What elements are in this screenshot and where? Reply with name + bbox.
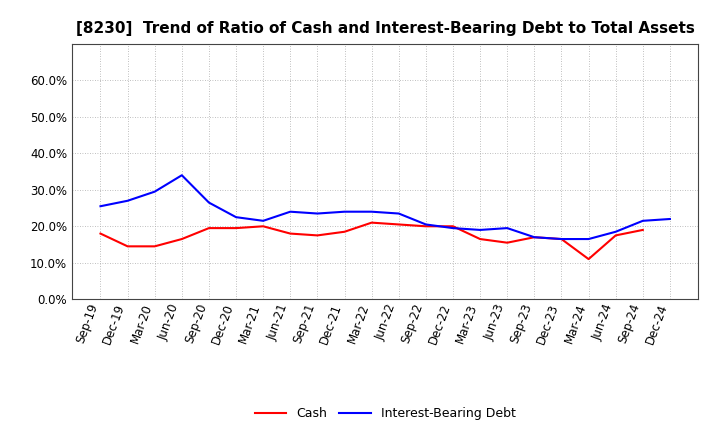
Cash [204,225,213,231]
Title: [8230]  Trend of Ratio of Cash and Interest-Bearing Debt to Total Assets: [8230] Trend of Ratio of Cash and Intere… [76,21,695,36]
Interest-Bearing Debt [286,209,294,214]
Cash [421,224,430,229]
Cash [557,236,566,242]
Cash [232,225,240,231]
Interest-Bearing Debt [178,172,186,178]
Interest-Bearing Debt [665,216,674,222]
Interest-Bearing Debt [259,218,268,224]
Interest-Bearing Debt [123,198,132,203]
Cash [611,233,620,238]
Interest-Bearing Debt [204,200,213,205]
Cash [259,224,268,229]
Cash [123,244,132,249]
Cash [639,227,647,233]
Interest-Bearing Debt [557,236,566,242]
Interest-Bearing Debt [449,225,457,231]
Cash [367,220,376,225]
Cash [584,257,593,262]
Cash [96,231,105,236]
Cash [476,236,485,242]
Interest-Bearing Debt [611,229,620,235]
Interest-Bearing Debt [584,236,593,242]
Interest-Bearing Debt [395,211,403,216]
Cash [150,244,159,249]
Interest-Bearing Debt [421,222,430,227]
Cash [503,240,511,246]
Interest-Bearing Debt [530,235,539,240]
Interest-Bearing Debt [313,211,322,216]
Interest-Bearing Debt [503,225,511,231]
Cash [286,231,294,236]
Interest-Bearing Debt [341,209,349,214]
Interest-Bearing Debt [150,189,159,194]
Interest-Bearing Debt [476,227,485,233]
Cash [395,222,403,227]
Cash [449,224,457,229]
Legend: Cash, Interest-Bearing Debt: Cash, Interest-Bearing Debt [250,403,521,425]
Cash [341,229,349,235]
Line: Interest-Bearing Debt: Interest-Bearing Debt [101,175,670,239]
Interest-Bearing Debt [232,215,240,220]
Interest-Bearing Debt [639,218,647,224]
Line: Cash: Cash [101,223,643,259]
Interest-Bearing Debt [96,204,105,209]
Cash [178,236,186,242]
Cash [313,233,322,238]
Cash [530,235,539,240]
Interest-Bearing Debt [367,209,376,214]
